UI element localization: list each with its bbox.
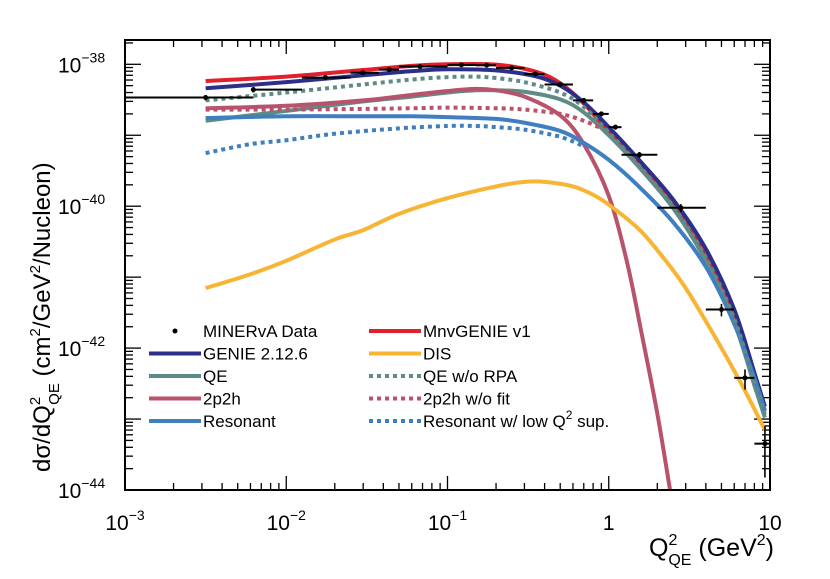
legend-entry: 2p2h w/o fit: [369, 390, 510, 409]
data-point: [705, 303, 735, 317]
data-point: [608, 124, 622, 130]
data-point: [734, 369, 755, 390]
data-point: [250, 86, 302, 93]
legend-label: 2p2h w/o fit: [423, 390, 510, 409]
legend-label: DIS: [423, 345, 451, 364]
legend-label: MINERvA Data: [203, 322, 318, 341]
legend-label: GENIE 2.12.6: [203, 345, 308, 364]
legend-entry: Resonant: [149, 412, 276, 431]
y-axis-title: dσ/dQ2 QE (cm2/GeV2/Nucleon): [27, 162, 63, 472]
data-point: [657, 204, 706, 212]
x-tick-label: 1: [603, 512, 615, 535]
data-point: [301, 75, 351, 81]
data-point: [475, 62, 497, 68]
data-point: [754, 425, 770, 478]
y-tick-label: 10−42: [58, 333, 105, 361]
legend-label: Resonant w/ low Q2 sup.: [423, 408, 609, 431]
legend-entry: GENIE 2.12.6: [149, 345, 308, 364]
data-point: [350, 70, 379, 76]
tick-marks: [124, 40, 771, 491]
data-point: [593, 111, 609, 117]
legend-label: QE: [203, 367, 228, 386]
legend-entry: Resonant w/ low Q2 sup.: [369, 408, 609, 431]
series-line: Resonant w/ low Q² sup.: [205, 123, 585, 156]
legend-label: MnvGENIE v1: [423, 322, 531, 341]
data-point: [572, 97, 594, 103]
data-point: [524, 71, 545, 77]
y-tick-label: 10−40: [58, 191, 105, 219]
legend-entry: MINERvA Data: [172, 322, 318, 341]
legend-entry: 2p2h: [149, 390, 241, 409]
series-line: Resonant: [205, 114, 767, 412]
series-line: GENIE 2.12.6: [205, 67, 767, 408]
y-tick-label: 10−38: [58, 49, 105, 77]
legend-label: 2p2h: [203, 390, 241, 409]
minerva-data-points: [125, 62, 770, 478]
x-tick-label: 10−2: [267, 507, 307, 535]
data-point: [447, 62, 476, 68]
data-point: [398, 64, 448, 70]
legend-entry: MnvGENIE v1: [369, 322, 531, 341]
legend-marker: [172, 328, 178, 334]
data-point: [621, 152, 658, 158]
x-tick-label: 10−1: [428, 507, 468, 535]
legend-entry: DIS: [369, 345, 451, 364]
legend-label: Resonant: [203, 412, 276, 431]
x-tick-label: 10: [758, 512, 781, 535]
data-point: [496, 65, 525, 71]
legend-entry: QE w/o RPA: [369, 367, 518, 386]
data-point: [125, 94, 254, 101]
legend-entry: QE: [149, 367, 228, 386]
data-point: [544, 81, 573, 87]
data-point: [378, 67, 399, 73]
series-line: DIS: [205, 179, 767, 431]
x-axis-title: Q2 QE (GeV2): [649, 532, 774, 569]
y-tick-label: 10−44: [58, 475, 105, 503]
legend: MINERvA Data MnvGENIE v1 GENIE 2.12.6 DIS QE…: [149, 322, 609, 431]
series-line: 2p2h: [205, 86, 673, 490]
legend-label: QE w/o RPA: [423, 367, 518, 386]
tick-labels: 10−3 10−2 10−1 1 10 10−44 10−42 10−40 10−38: [58, 49, 782, 535]
x-tick-label: 10−3: [105, 507, 145, 535]
plot-frame: [124, 39, 771, 491]
